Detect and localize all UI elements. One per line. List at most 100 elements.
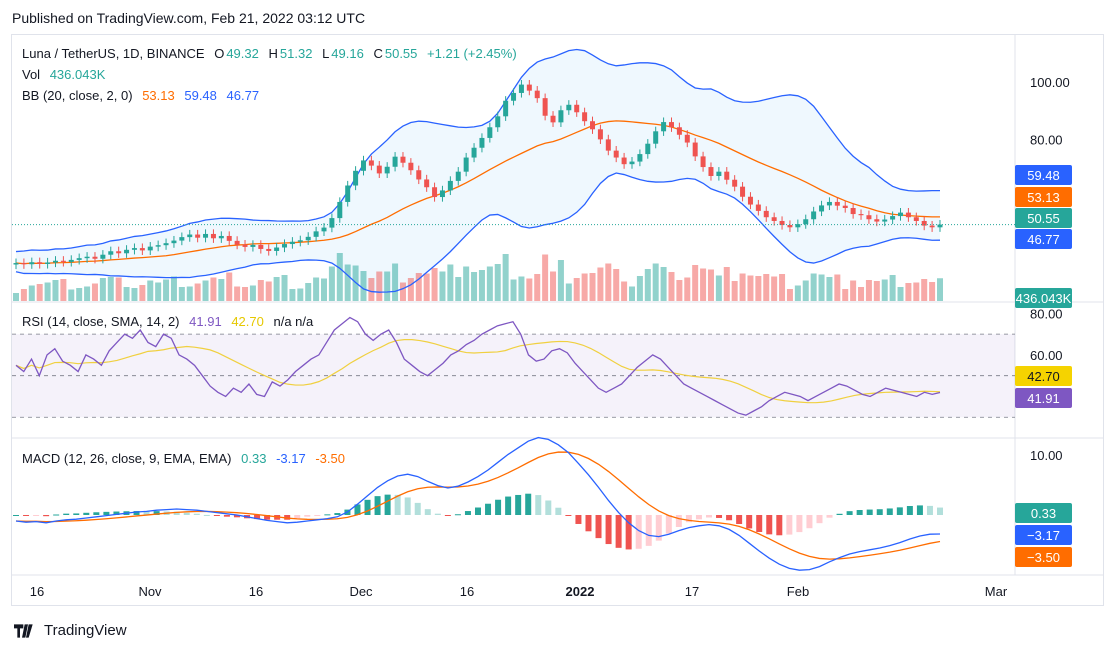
macd-histogram-bar (736, 515, 743, 524)
volume-bar (76, 288, 83, 301)
rsi-line (15, 316, 941, 416)
volume-bar (115, 277, 122, 301)
macd-histogram-bar (23, 515, 30, 516)
candle (590, 121, 596, 130)
macd-label[interactable]: MACD (12, 26, close, 9, EMA, EMA) (22, 451, 232, 466)
candle (558, 110, 564, 123)
candle (187, 234, 193, 238)
volume-bar (565, 283, 572, 301)
volume-bar (668, 272, 675, 301)
candle (266, 248, 272, 251)
rsi-label[interactable]: RSI (14, close, SMA, 14, 2) (22, 314, 180, 329)
candle (803, 219, 809, 225)
candle (210, 233, 216, 239)
volume-bar (873, 281, 880, 301)
candle (787, 225, 793, 228)
rsi-ma-value: 42.70 (231, 314, 264, 329)
rsi-axis-tick: 80.00 (1030, 306, 1063, 321)
candle (637, 154, 643, 162)
macd-histogram-bar (645, 515, 652, 546)
macd-histogram-bar (776, 515, 783, 536)
candle (376, 165, 382, 174)
volume-bar (431, 268, 438, 301)
macd-histogram-bar (193, 513, 200, 515)
volume-bar (676, 280, 683, 301)
volume-bar (818, 274, 825, 301)
volume-bar (613, 269, 620, 301)
volume-bar (534, 274, 541, 301)
time-axis-label: Nov (138, 584, 162, 599)
macd-histogram-bar (475, 507, 481, 515)
volume-value: 436.043K (49, 67, 106, 82)
candle (84, 256, 90, 259)
volume-bar (194, 283, 201, 301)
macd-histogram-bar (515, 494, 522, 515)
bb-label[interactable]: BB (20, close, 2, 0) (22, 88, 133, 103)
candle (250, 244, 256, 247)
bb-upper-line (15, 48, 941, 253)
volume-bar (328, 266, 335, 301)
time-axis-label: 16 (249, 584, 263, 599)
macd-histogram-bar (886, 508, 893, 515)
macd-histogram-bar (786, 515, 793, 535)
macd-histogram-bar (695, 515, 702, 520)
volume-bar (68, 289, 75, 301)
candle (811, 211, 817, 220)
close-value: 50.55 (384, 46, 418, 61)
bb-basis-line (15, 120, 941, 265)
macd-histogram-bar (444, 515, 451, 516)
volume-bar (502, 254, 509, 301)
rsi-legend: RSI (14, close, SMA, 14, 2) 41.91 42.70 … (22, 314, 315, 329)
macd-histogram-bar (223, 515, 230, 517)
candle (447, 180, 453, 191)
volume-label[interactable]: Vol (22, 67, 41, 82)
candle (684, 134, 690, 143)
volume-bar (257, 280, 264, 301)
macd-histogram-bar (13, 515, 19, 516)
macd-histogram-bar (575, 515, 582, 524)
macd-histogram-bar (133, 511, 140, 515)
volume-bar (557, 260, 564, 301)
macd-histogram-bar (545, 500, 552, 515)
macd-histogram-bar (233, 515, 240, 518)
candle (755, 204, 761, 211)
volume-bar (834, 274, 841, 301)
footer-brand[interactable]: TradingView (14, 622, 127, 639)
candle (511, 92, 517, 101)
volume-bar (858, 287, 865, 301)
candle (432, 187, 438, 198)
candle (360, 160, 366, 171)
symbol-label[interactable]: Luna / TetherUS, 1D, BINANCE (22, 46, 205, 61)
macd-histogram-bar (675, 515, 682, 528)
price-axis-tick: 100.00 (1030, 75, 1070, 90)
candle (850, 208, 856, 215)
volume-bar (234, 286, 241, 301)
candle (195, 234, 201, 238)
volume-bar (99, 278, 106, 301)
volume-bar (202, 280, 209, 301)
price-axis-label: 50.55 (1015, 208, 1072, 228)
macd-histogram-bar (846, 511, 853, 515)
volume-bar (289, 289, 296, 301)
macd-histogram-bar (756, 515, 763, 532)
bb-lower-line (15, 172, 941, 293)
volume-bar (107, 277, 114, 301)
candle (163, 243, 169, 246)
candle (21, 263, 27, 265)
candle (842, 205, 848, 209)
volume-bar (423, 273, 430, 301)
volume-bar (336, 253, 343, 301)
candle (921, 220, 927, 226)
candle (37, 262, 43, 264)
candle (258, 244, 264, 249)
macd-histogram-bar (324, 514, 331, 516)
volume-bar (163, 279, 170, 301)
candle (124, 249, 130, 254)
volume-bar (723, 267, 730, 301)
macd-histogram-bar (53, 514, 60, 516)
rsi-axis-tick: 60.00 (1030, 348, 1063, 363)
volume-bar (376, 271, 383, 301)
macd-histogram-bar (726, 515, 733, 521)
volume-bar (360, 271, 367, 301)
